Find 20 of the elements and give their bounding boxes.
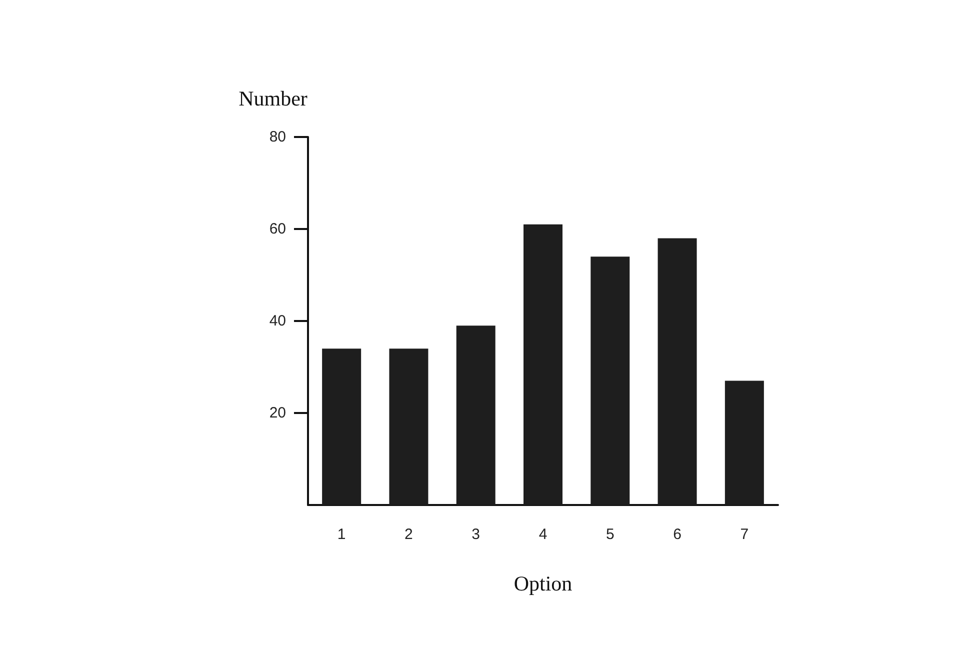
x-tick-label: 6	[673, 526, 682, 543]
bar	[590, 256, 630, 505]
bar	[658, 238, 697, 505]
x-tick-label: 1	[337, 526, 346, 543]
x-tick-label: 3	[472, 526, 480, 543]
bar	[389, 348, 428, 505]
bar	[456, 326, 496, 505]
y-axis-title: Number	[238, 86, 308, 110]
bar	[322, 348, 362, 505]
x-axis-title: Option	[514, 572, 573, 596]
x-tick-label: 2	[404, 526, 413, 543]
bar	[524, 224, 562, 505]
y-tick-label: 40	[269, 312, 286, 330]
y-tick-label: 80	[269, 128, 286, 146]
x-tick-label: 7	[740, 526, 749, 543]
y-tick-label: 20	[269, 404, 286, 422]
bar	[724, 380, 764, 505]
y-tick-label: 60	[269, 220, 286, 238]
x-tick-label: 5	[606, 526, 614, 543]
x-tick-label: 4	[538, 526, 548, 543]
